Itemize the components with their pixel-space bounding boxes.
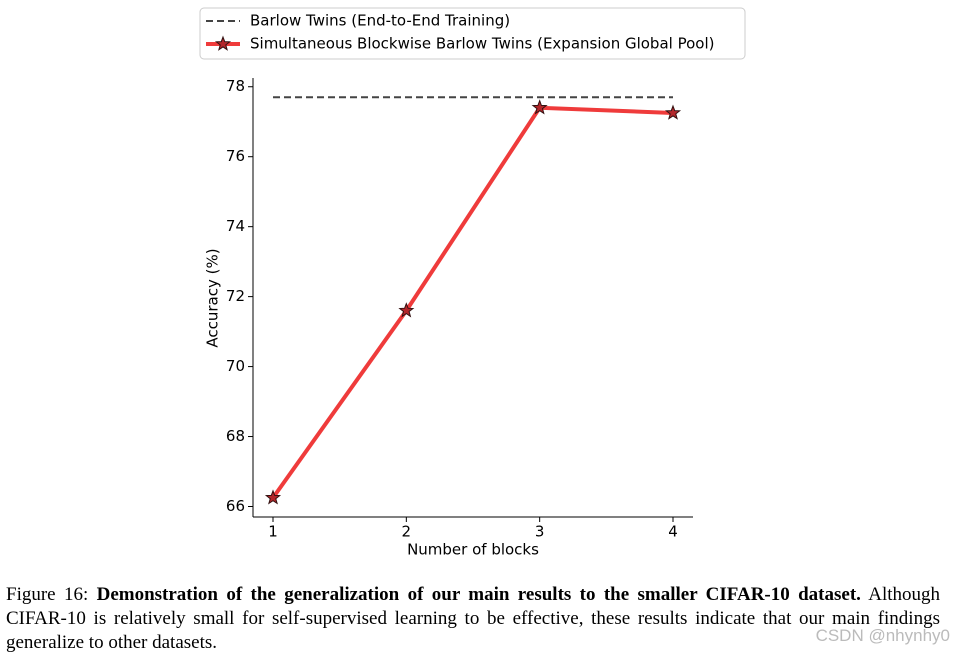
star-marker xyxy=(264,489,282,505)
x-tick-label: 3 xyxy=(535,523,545,541)
x-tick-label: 1 xyxy=(268,523,278,541)
y-tick-label: 70 xyxy=(226,357,245,375)
series-line xyxy=(271,105,674,499)
legend-label: Simultaneous Blockwise Barlow Twins (Exp… xyxy=(250,35,714,53)
star-marker xyxy=(398,302,415,318)
y-axis-label: Accuracy (%) xyxy=(204,248,222,347)
y-tick-label: 74 xyxy=(226,217,245,235)
caption-label: Figure 16: xyxy=(6,584,89,605)
legend-label: Barlow Twins (End-to-End Training) xyxy=(250,12,510,30)
figure-caption: Figure 16: Demonstration of the generali… xyxy=(6,583,940,655)
y-tick-label: 72 xyxy=(226,287,245,305)
chart: Number of blocks Accuracy (%) 66 68 70 72 74… xyxy=(199,7,746,559)
y-tick-label: 76 xyxy=(226,147,245,165)
watermark: CSDN @nhynhy0 xyxy=(815,626,950,645)
star-marker xyxy=(664,104,682,120)
y-tick-label: 78 xyxy=(226,77,245,95)
y-tick-label: 66 xyxy=(226,497,245,515)
caption-text: Although CIFAR-10 is relatively small fo… xyxy=(6,584,941,653)
legend-box xyxy=(199,7,746,60)
star-marker xyxy=(531,99,548,115)
legend-marker xyxy=(214,35,232,51)
x-axis-label: Number of blocks xyxy=(407,541,539,559)
y-tick-label: 68 xyxy=(226,427,245,445)
x-tick-label: 2 xyxy=(402,523,412,541)
caption-bold: Demonstration of the generalization of o… xyxy=(96,584,861,605)
x-tick-label: 4 xyxy=(668,523,678,541)
